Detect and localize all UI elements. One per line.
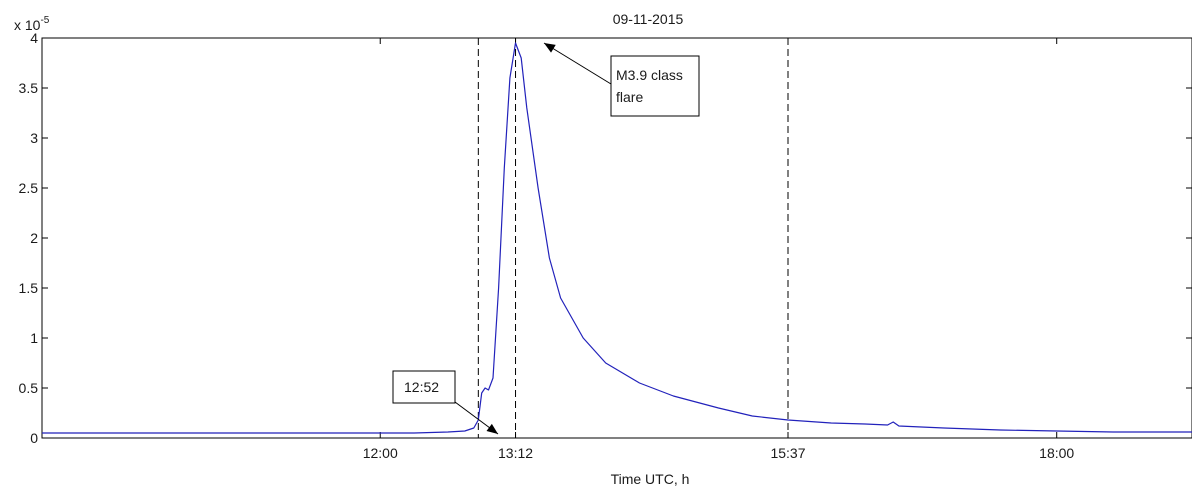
x-tick-label: 12:00 — [363, 445, 398, 461]
series-line — [42, 42, 1192, 434]
y-tick-label: 1 — [30, 330, 38, 346]
vlines-layer — [477, 38, 789, 438]
annotation-flare-text: M3.9 class flare — [616, 67, 687, 105]
ticks-layer: 0 0.5 1 1.5 2 2.5 3 3.5 4 12:00 13:12 15:37 18:00 — [19, 30, 1192, 461]
annotation-12-52: 12:52 — [392, 370, 499, 435]
y-scale-exponent: -5 — [40, 15, 49, 26]
y-tick-label: 3.5 — [19, 80, 39, 96]
y-tick-label: 4 — [30, 30, 38, 46]
annotation-flare-line-2: flare — [616, 89, 643, 105]
y-tick-label: 1.5 — [19, 280, 39, 296]
series-layer — [42, 42, 1192, 434]
y-scale-base: x 10 — [14, 17, 41, 33]
annotation-12-52-arrowhead — [486, 423, 498, 434]
x-axis-label: Time UTC, h — [611, 471, 690, 487]
annotation-flare-arrow — [543, 42, 612, 85]
x-tick-label: 13:12 — [498, 445, 533, 461]
chart-title: 09-11-2015 — [613, 11, 684, 27]
y-tick-label: 0 — [30, 430, 38, 446]
annotation-flare: M3.9 class flare — [543, 42, 700, 117]
annotation-flare-arrowhead — [544, 43, 556, 53]
y-tick-label: 2 — [30, 230, 38, 246]
annotation-12-52-text: 12:52 — [404, 379, 439, 395]
y-tick-label: 0.5 — [19, 380, 39, 396]
y-scale-label: x 10-5 — [14, 15, 50, 33]
annotation-flare-line-1: M3.9 class — [616, 67, 683, 83]
y-tick-label: 3 — [30, 130, 38, 146]
x-tick-label: 18:00 — [1039, 445, 1074, 461]
x-tick-label: 15:37 — [770, 445, 805, 461]
y-tick-label: 2.5 — [19, 180, 39, 196]
annotation-12-52-box — [392, 370, 456, 404]
annotation-flare-box — [610, 55, 700, 117]
